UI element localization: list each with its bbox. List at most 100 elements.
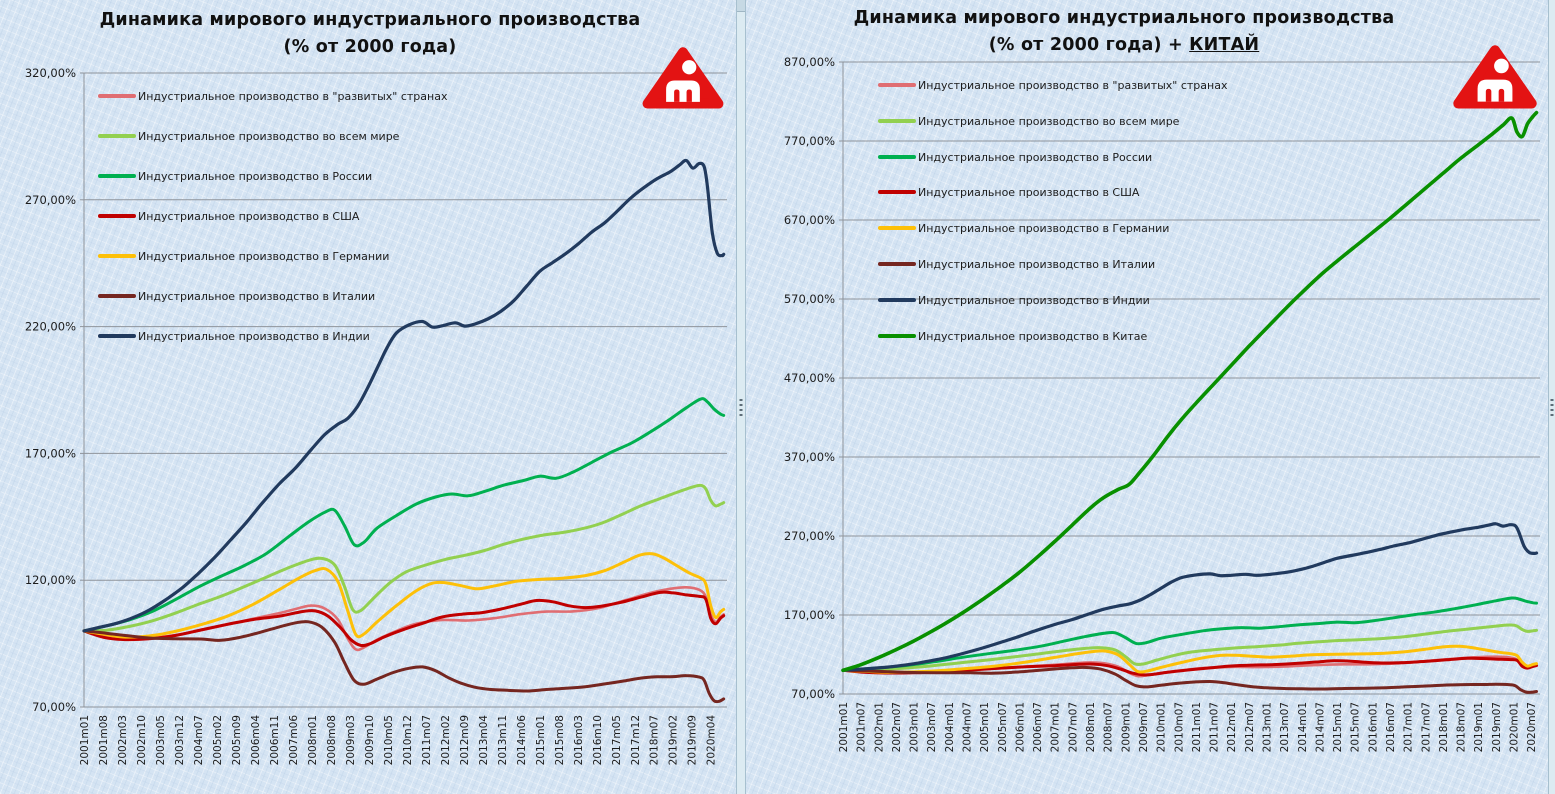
legend-swatch-germany bbox=[98, 254, 136, 258]
y-tick-label: 570,00% bbox=[784, 292, 835, 306]
x-tick-label: 2007m01 bbox=[1050, 702, 1062, 752]
left-chart-title: Динамика мирового индустриального произв… bbox=[40, 7, 700, 61]
legend-swatch-developed bbox=[878, 83, 916, 87]
x-tick-label: 2016m10 bbox=[592, 715, 604, 765]
x-tick-label: 2005m02 bbox=[212, 715, 224, 765]
x-tick-label: 2006m11 bbox=[269, 715, 281, 765]
legend-label-germany: Индустриальное производство в Германии bbox=[138, 249, 390, 263]
series-line-usa bbox=[841, 656, 1538, 677]
x-tick-label: 2018m07 bbox=[1456, 702, 1468, 752]
y-tick-label: 170,00% bbox=[784, 608, 835, 622]
x-tick-label: 2018m01 bbox=[1438, 702, 1450, 752]
aftershock-logo-left bbox=[636, 45, 730, 113]
series-line-germany bbox=[841, 644, 1538, 674]
x-tick-label: 2006m01 bbox=[1014, 702, 1026, 752]
splitter-top-cap bbox=[737, 0, 745, 12]
x-tick-label: 2017m01 bbox=[1403, 702, 1415, 752]
x-tick-label: 2014m07 bbox=[1314, 702, 1326, 752]
x-tick-label: 2013m11 bbox=[497, 715, 509, 765]
legend-item-world: Индустриальное производство во всем мире bbox=[98, 129, 399, 143]
splitter-grip-icon[interactable] bbox=[739, 399, 743, 416]
left-chart-title-line1: Динамика мирового индустриального произв… bbox=[99, 10, 641, 30]
left-chart-title-line2: (% от 2000 года) bbox=[283, 37, 457, 57]
y-tick-label: 670,00% bbox=[784, 213, 835, 227]
x-tick-label: 2003m12 bbox=[174, 715, 186, 765]
x-tick-label: 2007m06 bbox=[288, 715, 300, 766]
legend-item-india: Индустриальное производство в Индии bbox=[878, 293, 1150, 307]
y-tick-label: 370,00% bbox=[784, 450, 835, 464]
x-tick-label: 2013m04 bbox=[478, 715, 490, 766]
title-china-underlined: КИТАЙ bbox=[1189, 35, 1260, 55]
x-tick-label: 2011m07 bbox=[421, 715, 433, 765]
series-line-usa bbox=[82, 590, 726, 648]
series-line-germany bbox=[82, 552, 726, 639]
y-tick-label: 120,00% bbox=[25, 573, 76, 587]
x-tick-label: 2003m01 bbox=[909, 702, 921, 752]
series-line-india bbox=[82, 158, 726, 633]
x-tick-label: 2001m07 bbox=[856, 702, 868, 752]
x-tick-label: 2014m06 bbox=[516, 715, 528, 766]
mountain-logo-icon bbox=[642, 47, 724, 109]
x-tick-label: 2017m07 bbox=[1420, 702, 1432, 752]
x-tick-label: 2012m01 bbox=[1226, 702, 1238, 752]
legend-item-india: Индустриальное производство в Индии bbox=[98, 329, 370, 343]
y-tick-label: 70,00% bbox=[32, 700, 76, 714]
legend-label-world: Индустриальное производство во всем мире bbox=[918, 114, 1180, 128]
legend-label-russia: Индустриальное производство в России bbox=[918, 150, 1153, 164]
chart-panel-left: 320,00% 270,00% 220,00% 170,00% 120,00% 70,00… bbox=[0, 0, 736, 794]
x-tick-label: 2011m07 bbox=[1209, 702, 1221, 752]
legend-swatch-china bbox=[878, 334, 916, 338]
x-tick-label: 2019m09 bbox=[687, 715, 699, 765]
legend-item-china: Индустриальное производство в Китае bbox=[878, 329, 1147, 343]
legend-item-usa: Индустриальное производство в США bbox=[98, 209, 359, 223]
x-tick-label: 2004m07 bbox=[962, 702, 974, 752]
right-chart-title-line1: Динамика мирового индустриального произв… bbox=[853, 8, 1395, 28]
legend-label-russia: Индустриальное производство в России bbox=[138, 169, 373, 183]
x-tick-label: 2005m09 bbox=[231, 715, 243, 765]
x-tick-label: 2013m01 bbox=[1261, 702, 1273, 752]
edge-grip-icon[interactable] bbox=[1550, 399, 1554, 416]
right-edge-splitter[interactable] bbox=[1548, 0, 1555, 794]
x-tick-label: 2010m12 bbox=[402, 715, 414, 765]
x-tick-label: 2009m07 bbox=[1138, 702, 1150, 752]
x-tick-label: 2012m07 bbox=[1244, 702, 1256, 752]
y-tick-label: 770,00% bbox=[784, 134, 835, 148]
legend-swatch-india bbox=[878, 298, 916, 302]
legend-label-india: Индустриальное производство в Индии bbox=[918, 293, 1150, 307]
legend-swatch-india bbox=[98, 334, 136, 338]
legend-label-usa: Индустриальное производство в США bbox=[918, 185, 1140, 199]
x-tick-label: 2010m07 bbox=[1173, 702, 1185, 752]
legend-label-developed: Индустриальное производство в "развитых"… bbox=[138, 89, 448, 103]
x-tick-label: 2005m07 bbox=[997, 702, 1009, 752]
mountain-logo-icon bbox=[1453, 45, 1537, 109]
x-tick-label: 2004m01 bbox=[944, 702, 956, 752]
x-tick-label: 2015m08 bbox=[554, 715, 566, 765]
legend-label-germany: Индустриальное производство в Германии bbox=[918, 221, 1170, 235]
legend-label-usa: Индустриальное производство в США bbox=[138, 209, 360, 223]
x-tick-label: 2013m07 bbox=[1279, 702, 1291, 752]
legend-label-world: Индустриальное производство во всем мире bbox=[138, 129, 400, 143]
y-tick-label: 870,00% bbox=[784, 55, 835, 69]
x-tick-label: 2020m04 bbox=[706, 715, 718, 766]
x-tick-label: 2001m01 bbox=[79, 715, 91, 765]
x-tick-label: 2010m01 bbox=[1156, 702, 1168, 752]
legend-item-world: Индустриальное производство во всем мире bbox=[878, 114, 1179, 128]
y-tick-label: 470,00% bbox=[784, 371, 835, 385]
legend-swatch-developed bbox=[98, 94, 136, 98]
legend-item-russia: Индустриальное производство в России bbox=[98, 169, 372, 183]
x-tick-label: 2002m03 bbox=[117, 715, 129, 765]
x-tick-label: 2005m01 bbox=[979, 702, 991, 752]
legend-label-developed: Индустриальное производство в "развитых"… bbox=[918, 78, 1228, 92]
x-tick-label: 2008m07 bbox=[1103, 702, 1115, 752]
x-tick-label: 2012m09 bbox=[459, 715, 471, 765]
legend-swatch-italy bbox=[98, 294, 136, 298]
x-tick-label: 2019m07 bbox=[1491, 702, 1503, 752]
x-tick-label: 2001m01 bbox=[838, 702, 850, 752]
pane-splitter[interactable] bbox=[736, 0, 746, 794]
left-chart-canvas: 320,00% 270,00% 220,00% 170,00% 120,00% 70,00… bbox=[25, 66, 727, 766]
x-tick-label: 2010m05 bbox=[383, 715, 395, 765]
x-tick-label: 2014m01 bbox=[1297, 702, 1309, 752]
y-tick-label: 70,00% bbox=[791, 687, 835, 701]
x-tick-label: 2004m07 bbox=[193, 715, 205, 765]
